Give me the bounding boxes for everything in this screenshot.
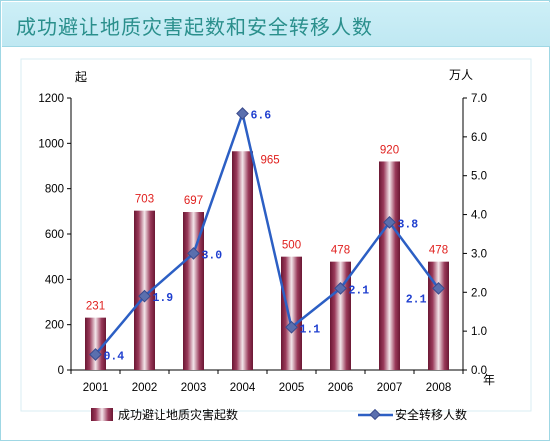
legend: 成功避让地质灾害起数 安全转移人数 (91, 407, 467, 422)
x-tick-label: 2004 (230, 382, 256, 394)
right-axis-ticks: 0.0 1.0 2.0 3.0 4.0 5.0 6.0 7.0 (463, 93, 487, 377)
line-value-label: 1.1 (300, 323, 321, 336)
left-axis-ticks: 0 200 400 600 800 1000 1200 (38, 93, 71, 377)
x-tick-label: 2001 (83, 382, 109, 394)
right-tick-label: 7.0 (471, 93, 487, 105)
right-axis-unit: 万人 (449, 68, 473, 82)
bar (183, 212, 204, 370)
bar-value-label: 231 (86, 301, 105, 313)
right-tick-label: 0.0 (471, 365, 487, 377)
legend-line-label: 安全转移人数 (395, 407, 467, 422)
right-tick-label: 5.0 (471, 171, 487, 183)
bar (232, 151, 253, 370)
title-bar: 成功避让地质灾害起数和安全转移人数 (2, 2, 550, 47)
x-tick-label: 2003 (181, 382, 207, 394)
line-point (432, 282, 445, 295)
bar (85, 317, 106, 370)
right-tick-label: 3.0 (471, 248, 487, 260)
line-point (89, 348, 102, 361)
bar (281, 256, 302, 370)
bar (379, 161, 400, 370)
data-labels: 231 703 697 965 500 478 920 478 0.4 1.9 3.0 6.6 1.1 2… (86, 110, 448, 364)
left-tick-label: 1200 (38, 93, 64, 105)
bar-value-label: 478 (429, 245, 448, 257)
line-series (89, 107, 445, 361)
x-tick-label: 2005 (279, 382, 305, 394)
left-tick-label: 400 (45, 274, 64, 286)
left-tick-label: 0 (58, 365, 64, 377)
line-point (138, 289, 151, 303)
line-point (187, 247, 200, 260)
x-axis-unit: 年 (483, 373, 495, 387)
chart-title: 成功避让地质灾害起数和安全转移人数 (16, 15, 373, 39)
left-tick-label: 200 (45, 320, 64, 332)
line-value-label: 3.0 (202, 249, 223, 262)
right-tick-label: 6.0 (471, 132, 487, 144)
bar-value-label: 965 (261, 154, 280, 166)
left-axis-unit: 起 (75, 70, 87, 84)
x-tick-label: 2007 (377, 382, 403, 394)
line-point (236, 107, 249, 120)
bar-value-label: 478 (331, 245, 350, 257)
x-tick-label: 2008 (426, 382, 452, 394)
line-value-label: 2.1 (406, 293, 427, 306)
x-tick-label: 2002 (132, 382, 158, 394)
line-point (285, 320, 298, 334)
legend-bar-label: 成功避让地质灾害起数 (118, 407, 238, 422)
line-value-label: 6.6 (251, 110, 272, 123)
legend-bar-swatch (91, 408, 113, 421)
bar-value-label: 500 (282, 240, 301, 252)
right-tick-label: 1.0 (471, 326, 487, 338)
line-point (383, 215, 396, 229)
line-value-label: 1.9 (153, 292, 174, 305)
right-tick-label: 2.0 (471, 287, 487, 299)
left-tick-label: 600 (45, 229, 64, 241)
line-value-label: 2.1 (349, 284, 370, 297)
line-point (334, 282, 347, 295)
x-tick-label: 2006 (328, 382, 354, 394)
bar-value-label: 697 (184, 195, 203, 207)
right-tick-label: 4.0 (471, 210, 487, 222)
bar-value-label: 920 (380, 144, 399, 156)
line-path (94, 112, 440, 356)
left-tick-label: 1000 (38, 138, 64, 150)
line-value-label: 3.8 (398, 218, 419, 231)
legend-line-marker (369, 408, 381, 421)
left-tick-label: 800 (45, 184, 64, 196)
bar-value-label: 703 (135, 194, 154, 206)
x-axis-ticks: 2001 2002 2003 2004 2005 2006 2007 2008 (70, 370, 464, 394)
line-value-label: 0.4 (104, 350, 125, 363)
